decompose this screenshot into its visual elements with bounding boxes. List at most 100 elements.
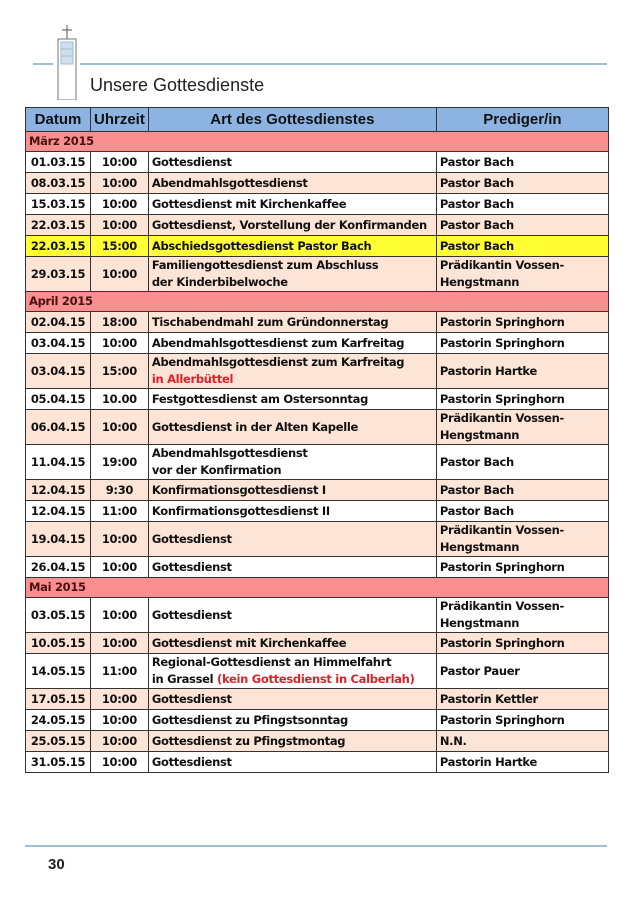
month-row: Mai 2015 xyxy=(25,577,609,598)
time-cell: 10:00 xyxy=(90,688,149,710)
service-cell: Gottesdienst xyxy=(147,751,437,773)
time-cell: 10:00 xyxy=(90,556,149,578)
service-text: in Grassel xyxy=(151,672,217,686)
preacher-cell: Pastor Bach xyxy=(435,235,610,257)
service-text: Gottesdienst xyxy=(151,531,232,546)
service-text: Gottesdienst xyxy=(151,754,232,769)
service-cell: Abendmahlsgottesdienst xyxy=(147,172,437,194)
date-cell: 06.04.15 xyxy=(25,409,91,445)
time-cell: 10:00 xyxy=(90,409,149,445)
service-cell: Konfirmationsgottesdienst I xyxy=(147,479,437,501)
time-cell: 9:30 xyxy=(90,479,149,501)
date-cell: 25.05.15 xyxy=(25,730,91,752)
preacher-cell: Prädikantin Vossen- Hengstmann xyxy=(435,597,610,633)
preacher-cell: Pastorin Springhorn xyxy=(435,709,610,731)
time-cell: 10:00 xyxy=(90,751,149,773)
preacher-text: Pastor Bach xyxy=(439,217,514,232)
preacher-cell: Pastor Bach xyxy=(435,479,610,501)
preacher-text: Pastorin Springhorn xyxy=(439,391,565,406)
date-cell: 12.04.15 xyxy=(25,479,91,501)
service-cell: Gottesdienst mit Kirchenkaffee xyxy=(147,193,437,215)
service-cell: Abendmahlsgottesdienst zum Karfreitag xyxy=(147,332,437,354)
column-header-prediger: Prediger/in xyxy=(435,107,610,132)
date-cell: 03.04.15 xyxy=(25,332,91,354)
preacher-text: Prädikantin Vossen- xyxy=(439,599,565,613)
services-table: Datum Uhrzeit Art des Gottesdienstes Pre… xyxy=(25,107,610,773)
preacher-text: Pastorin Springhorn xyxy=(439,335,565,350)
preacher-cell: Pastorin Hartke xyxy=(435,751,610,773)
preacher-text: Pastorin Kettler xyxy=(439,691,538,706)
date-cell: 05.04.15 xyxy=(25,388,91,410)
column-header-art: Art des Gottesdienstes xyxy=(147,107,437,132)
preacher-cell: Prädikantin Vossen- Hengstmann xyxy=(435,521,610,557)
time-cell: 10:00 xyxy=(90,256,149,292)
date-cell: 10.05.15 xyxy=(25,632,91,654)
service-text: Gottesdienst xyxy=(151,154,232,169)
service-cell: Gottesdienst xyxy=(147,597,437,633)
service-cell: Familiengottesdienst zum Abschluss der Ki… xyxy=(147,256,437,292)
date-cell: 22.03.15 xyxy=(25,214,91,236)
preacher-cell: Pastorin Springhorn xyxy=(435,332,610,354)
table-row: 06.04.15 10:00 Gottesdienst in der Alten K… xyxy=(25,409,610,445)
preacher-text: Pastor Bach xyxy=(439,503,514,518)
preacher-text: Pastor Pauer xyxy=(439,663,520,678)
preacher-cell: Pastorin Kettler xyxy=(435,688,610,710)
time-cell: 18:00 xyxy=(90,311,149,333)
preacher-cell: Pastor Bach xyxy=(435,214,610,236)
time-cell: 15:00 xyxy=(90,353,149,389)
preacher-text: Prädikantin Vossen- xyxy=(439,258,565,272)
table-row: 24.05.15 10:00 Gottesdienst zu Pfingstsonn… xyxy=(25,709,610,731)
date-cell: 24.05.15 xyxy=(25,709,91,731)
service-text: Regional-Gottesdienst an Himmelfahrt xyxy=(151,655,392,669)
preacher-text: Pastorin Springhorn xyxy=(439,635,565,650)
time-cell: 11:00 xyxy=(90,653,149,689)
service-text: Gottesdienst xyxy=(151,691,232,706)
table-header-row: Datum Uhrzeit Art des Gottesdienstes Pre… xyxy=(25,107,610,132)
service-cell: Festgottesdienst am Ostersonntag xyxy=(147,388,437,410)
preacher-text: N.N. xyxy=(439,733,467,748)
service-cell: Gottesdienst zu Pfingstsonntag xyxy=(147,709,437,731)
preacher-text: Pastorin Hartke xyxy=(439,363,537,378)
service-text: Konfirmationsgottesdienst I xyxy=(151,482,326,497)
service-text: Gottesdienst in der Alten Kapelle xyxy=(151,419,358,434)
church-tower-logo xyxy=(57,25,77,100)
preacher-text: Hengstmann xyxy=(439,540,520,554)
table-row: 01.03.15 10:00 Gottesdienst Pastor Bach xyxy=(25,151,610,173)
service-text: Konfirmationsgottesdienst II xyxy=(151,503,330,518)
preacher-cell: Pastor Bach xyxy=(435,444,610,480)
service-cell: Gottesdienst, Vorstellung der Konfirmand… xyxy=(147,214,437,236)
time-cell: 10.00 xyxy=(90,388,149,410)
table-row: 12.04.15 9:30 Konfirmationsgottesdienst I P… xyxy=(25,479,610,501)
preacher-cell: Pastor Bach xyxy=(435,151,610,173)
service-text: Festgottesdienst am Ostersonntag xyxy=(151,391,368,406)
month-row: März 2015 xyxy=(25,131,609,152)
preacher-text: Hengstmann xyxy=(439,428,520,442)
service-cell: Gottesdienst xyxy=(147,556,437,578)
preacher-text: Prädikantin Vossen- xyxy=(439,411,565,425)
service-text: Abendmahlsgottesdienst xyxy=(151,175,308,190)
table-row: 17.05.15 10:00 Gottesdienst Pastorin Kettle… xyxy=(25,688,610,710)
preacher-cell: Pastorin Hartke xyxy=(435,353,610,389)
time-cell: 10:00 xyxy=(90,730,149,752)
table-row: 31.05.15 10:00 Gottesdienst Pastorin Hartke xyxy=(25,751,610,773)
highlight-text: (kein Gottesdienst in Calberlah) xyxy=(216,672,415,686)
time-cell: 15:00 xyxy=(90,235,149,257)
service-cell: Gottesdienst zu Pfingstmontag xyxy=(147,730,437,752)
table-row: 03.04.15 15:00 Abendmahlsgottesdienst zum … xyxy=(25,353,610,389)
page-number: 30 xyxy=(48,856,65,873)
date-cell: 11.04.15 xyxy=(25,444,91,480)
service-cell: Abendmahlsgottesdienst vor der Konfirmati… xyxy=(147,444,437,480)
preacher-text: Pastorin Hartke xyxy=(439,754,537,769)
service-cell: Gottesdienst in der Alten Kapelle xyxy=(147,409,437,445)
date-cell: 14.05.15 xyxy=(25,653,91,689)
preacher-text: Pastorin Springhorn xyxy=(439,712,565,727)
date-cell: 17.05.15 xyxy=(25,688,91,710)
service-text: Gottesdienst zu Pfingstsonntag xyxy=(151,712,348,727)
service-text: Gottesdienst zu Pfingstmontag xyxy=(151,733,346,748)
month-label: März 2015 xyxy=(25,131,609,152)
preacher-text: Pastor Bach xyxy=(439,175,514,190)
service-text: Abendmahlsgottesdienst zum Karfreitag xyxy=(151,355,405,369)
table-row: 25.05.15 10:00 Gottesdienst zu Pfingstmont… xyxy=(25,730,610,752)
date-cell: 15.03.15 xyxy=(25,193,91,215)
date-cell: 31.05.15 xyxy=(25,751,91,773)
